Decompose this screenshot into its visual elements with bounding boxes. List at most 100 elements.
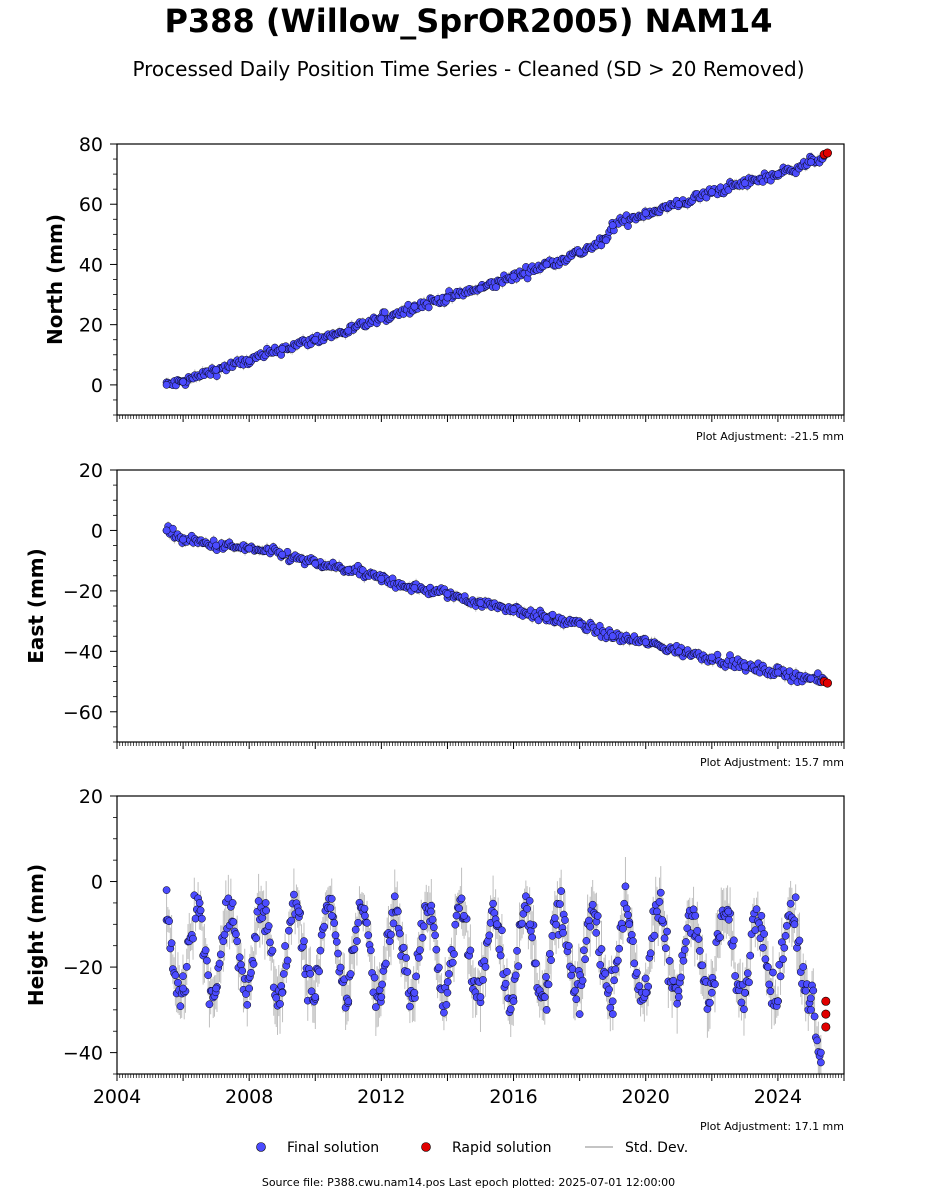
- final-point: [661, 944, 670, 953]
- final-point: [452, 911, 461, 920]
- final-point: [212, 541, 220, 550]
- final-point: [476, 599, 485, 607]
- final-point: [506, 1005, 515, 1013]
- y-tick-label: 0: [91, 520, 103, 542]
- final-point: [300, 937, 308, 945]
- final-point: [287, 916, 296, 925]
- y-tick-label: 20: [79, 315, 103, 337]
- final-point: [814, 669, 822, 678]
- final-point: [247, 968, 255, 977]
- final-point: [261, 899, 270, 907]
- final-point: [431, 931, 439, 940]
- final-point: [215, 959, 224, 968]
- final-point: [514, 962, 523, 971]
- final-point: [608, 997, 617, 1006]
- final-point: [179, 984, 187, 993]
- final-point: [580, 946, 588, 955]
- final-point: [237, 960, 245, 969]
- final-point: [354, 918, 363, 927]
- final-point: [360, 904, 369, 913]
- final-point: [346, 970, 355, 978]
- final-point: [528, 933, 537, 942]
- final-point: [285, 926, 293, 935]
- final-point: [204, 971, 213, 980]
- final-point: [179, 535, 187, 544]
- final-point: [511, 971, 520, 980]
- final-point: [561, 916, 569, 924]
- final-point: [410, 988, 419, 997]
- final-point: [761, 955, 770, 964]
- final-point: [427, 907, 435, 916]
- rapid-point: [821, 1022, 831, 1032]
- data-points-3: [162, 857, 831, 1074]
- final-point: [745, 978, 753, 987]
- y-tick-label: 20: [79, 786, 103, 808]
- final-point: [641, 988, 650, 997]
- final-point: [776, 972, 785, 981]
- std-dev-bars: [166, 857, 822, 1074]
- final-point: [650, 931, 659, 940]
- final-point: [801, 986, 810, 995]
- final-point: [448, 958, 457, 967]
- final-point: [196, 906, 205, 915]
- y-tick-label: 40: [79, 254, 103, 276]
- final-point: [695, 947, 704, 955]
- final-point: [611, 965, 620, 974]
- final-point: [724, 915, 733, 924]
- final-point: [174, 978, 182, 987]
- final-point: [366, 946, 375, 955]
- final-point: [627, 930, 636, 939]
- final-point: [243, 1000, 252, 1009]
- y-axis-title: East (mm): [24, 548, 48, 664]
- final-point: [476, 993, 485, 1001]
- final-point: [586, 922, 595, 931]
- final-point: [496, 951, 505, 960]
- final-point: [503, 968, 511, 976]
- final-point: [442, 1000, 451, 1009]
- y-tick-label: 20: [79, 460, 103, 482]
- final-point: [677, 973, 685, 982]
- final-point: [479, 976, 487, 984]
- final-point: [602, 236, 610, 245]
- final-point: [266, 938, 274, 947]
- legend-final-marker: [256, 1142, 266, 1152]
- final-point: [351, 925, 360, 934]
- final-point: [795, 936, 804, 945]
- final-point: [766, 987, 775, 996]
- final-point: [806, 994, 815, 1003]
- final-point: [564, 942, 573, 950]
- final-point: [757, 911, 766, 920]
- final-point: [360, 911, 369, 920]
- final-point: [414, 953, 423, 962]
- final-point: [567, 971, 576, 980]
- final-point: [262, 906, 271, 915]
- final-point: [730, 936, 738, 945]
- final-point: [162, 381, 171, 389]
- final-point: [551, 914, 559, 922]
- final-point: [556, 900, 564, 908]
- final-point: [443, 293, 452, 302]
- final-point: [779, 955, 787, 964]
- final-point: [394, 907, 402, 916]
- final-point: [232, 930, 240, 939]
- final-point: [751, 926, 760, 934]
- final-point: [658, 916, 667, 924]
- final-point: [219, 937, 228, 946]
- final-point: [252, 934, 260, 943]
- final-point: [513, 946, 521, 955]
- final-point: [608, 632, 617, 641]
- rapid-series: [819, 148, 832, 160]
- final-point: [674, 993, 683, 1001]
- final-point: [621, 882, 630, 891]
- final-point: [764, 963, 772, 971]
- final-point: [229, 918, 238, 926]
- final-point: [752, 905, 761, 914]
- final-point: [306, 969, 315, 978]
- final-point: [807, 158, 815, 166]
- y-tick-label: 80: [79, 134, 103, 156]
- x-tick-label: 2008: [225, 1086, 273, 1108]
- final-point: [706, 998, 714, 1007]
- final-series: [162, 882, 825, 1067]
- panel-3: −40 −20 0 20 2004 2008 2012 2016 2020 2024 Height …: [24, 786, 845, 1133]
- final-point: [605, 985, 613, 994]
